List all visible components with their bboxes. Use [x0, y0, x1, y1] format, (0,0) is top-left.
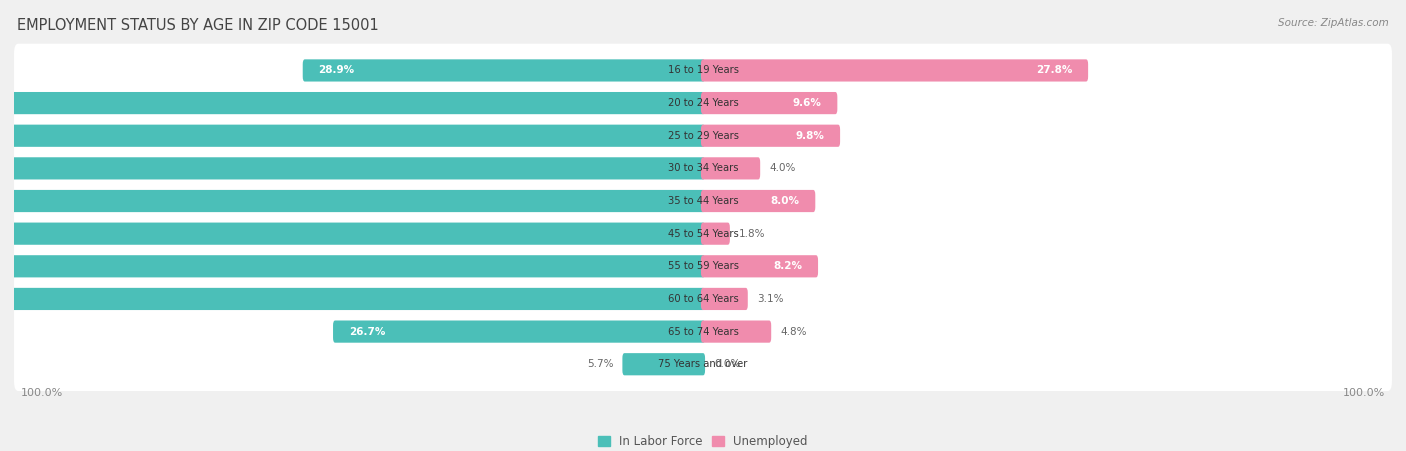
- Legend: In Labor Force, Unemployed: In Labor Force, Unemployed: [593, 430, 813, 451]
- FancyBboxPatch shape: [0, 288, 704, 310]
- FancyBboxPatch shape: [702, 222, 730, 245]
- FancyBboxPatch shape: [702, 190, 815, 212]
- Text: 0.0%: 0.0%: [714, 359, 741, 369]
- Text: 100.0%: 100.0%: [1343, 388, 1385, 398]
- Text: 16 to 19 Years: 16 to 19 Years: [668, 65, 738, 75]
- FancyBboxPatch shape: [14, 305, 1392, 359]
- Text: 4.8%: 4.8%: [780, 327, 807, 336]
- Text: 35 to 44 Years: 35 to 44 Years: [668, 196, 738, 206]
- Text: 65 to 74 Years: 65 to 74 Years: [668, 327, 738, 336]
- FancyBboxPatch shape: [14, 272, 1392, 326]
- Text: 4.0%: 4.0%: [769, 163, 796, 173]
- Text: 27.8%: 27.8%: [1036, 65, 1073, 75]
- FancyBboxPatch shape: [14, 44, 1392, 97]
- FancyBboxPatch shape: [14, 337, 1392, 391]
- Text: 26.7%: 26.7%: [349, 327, 385, 336]
- Text: 1.8%: 1.8%: [738, 229, 765, 239]
- FancyBboxPatch shape: [0, 255, 704, 277]
- FancyBboxPatch shape: [702, 124, 841, 147]
- FancyBboxPatch shape: [702, 321, 772, 343]
- Text: EMPLOYMENT STATUS BY AGE IN ZIP CODE 15001: EMPLOYMENT STATUS BY AGE IN ZIP CODE 150…: [17, 18, 378, 33]
- Text: 8.0%: 8.0%: [770, 196, 800, 206]
- FancyBboxPatch shape: [702, 92, 838, 114]
- Text: 30 to 34 Years: 30 to 34 Years: [668, 163, 738, 173]
- FancyBboxPatch shape: [14, 207, 1392, 260]
- Text: 5.7%: 5.7%: [586, 359, 613, 369]
- Text: 9.6%: 9.6%: [793, 98, 821, 108]
- Text: 8.2%: 8.2%: [773, 261, 803, 272]
- Text: 75 Years and over: 75 Years and over: [658, 359, 748, 369]
- FancyBboxPatch shape: [702, 288, 748, 310]
- FancyBboxPatch shape: [0, 190, 704, 212]
- Text: 100.0%: 100.0%: [21, 388, 63, 398]
- FancyBboxPatch shape: [623, 353, 704, 375]
- FancyBboxPatch shape: [0, 222, 704, 245]
- FancyBboxPatch shape: [14, 142, 1392, 195]
- FancyBboxPatch shape: [702, 255, 818, 277]
- Text: 28.9%: 28.9%: [319, 65, 354, 75]
- FancyBboxPatch shape: [702, 157, 761, 179]
- FancyBboxPatch shape: [333, 321, 704, 343]
- FancyBboxPatch shape: [14, 174, 1392, 228]
- FancyBboxPatch shape: [0, 92, 704, 114]
- Text: Source: ZipAtlas.com: Source: ZipAtlas.com: [1278, 18, 1389, 28]
- FancyBboxPatch shape: [14, 239, 1392, 293]
- Text: 9.8%: 9.8%: [796, 131, 824, 141]
- Text: 60 to 64 Years: 60 to 64 Years: [668, 294, 738, 304]
- FancyBboxPatch shape: [14, 109, 1392, 162]
- Text: 55 to 59 Years: 55 to 59 Years: [668, 261, 738, 272]
- Text: 20 to 24 Years: 20 to 24 Years: [668, 98, 738, 108]
- FancyBboxPatch shape: [0, 157, 704, 179]
- FancyBboxPatch shape: [0, 124, 704, 147]
- Text: 3.1%: 3.1%: [756, 294, 783, 304]
- FancyBboxPatch shape: [14, 76, 1392, 130]
- FancyBboxPatch shape: [702, 60, 1088, 82]
- FancyBboxPatch shape: [302, 60, 704, 82]
- Text: 25 to 29 Years: 25 to 29 Years: [668, 131, 738, 141]
- Text: 45 to 54 Years: 45 to 54 Years: [668, 229, 738, 239]
